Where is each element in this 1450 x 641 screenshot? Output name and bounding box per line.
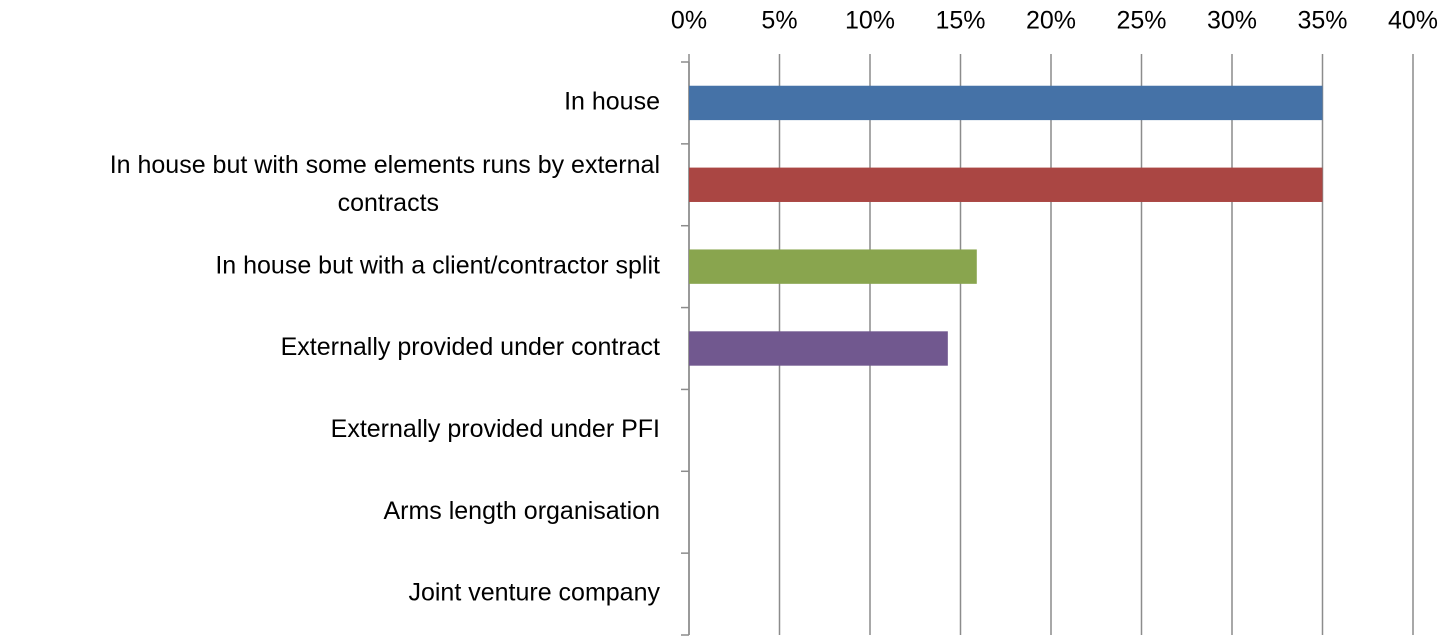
x-tick-label: 35% — [1297, 7, 1347, 35]
bar — [689, 249, 977, 284]
x-tick-label: 20% — [1026, 7, 1076, 35]
y-tick-label: Joint venture company — [408, 579, 660, 607]
x-tick-label: 10% — [845, 7, 895, 35]
y-tick-label: Externally provided under contract — [281, 333, 660, 361]
bar — [689, 167, 1323, 202]
x-tick-label: 30% — [1207, 7, 1257, 35]
y-tick-label: Externally provided under PFI — [331, 415, 660, 443]
y-tick-label: In house but with a client/contractor sp… — [215, 251, 660, 279]
y-tick-label: In house — [564, 88, 660, 116]
bar — [689, 85, 1323, 121]
x-tick-label: 25% — [1116, 7, 1166, 35]
y-tick-label: In house but with some elements runs by … — [110, 150, 660, 216]
y-tick-label: Arms length organisation — [383, 497, 660, 525]
bar — [689, 331, 948, 366]
x-tick-label: 40% — [1388, 7, 1438, 35]
x-tick-label: 5% — [761, 7, 797, 35]
x-tick-label: 15% — [935, 7, 985, 35]
x-tick-label: 0% — [671, 7, 707, 35]
